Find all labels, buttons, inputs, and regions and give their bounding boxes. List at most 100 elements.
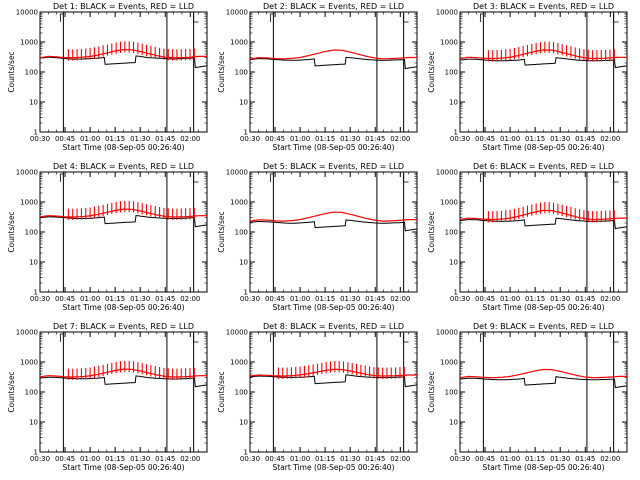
series-events-line: [250, 56, 417, 70]
x-tick-label: 01:15: [525, 135, 545, 143]
series-lld-line: [40, 208, 207, 218]
panel-det-4: Det 4: BLACK = Events, RED = LLD 1 10 100 10…: [7, 162, 208, 312]
y-tick-label: 10000: [226, 329, 248, 337]
y-tick-label: 1000: [230, 359, 248, 367]
x-tick-label: 01:45: [575, 135, 595, 143]
marker-flag: [613, 334, 619, 343]
x-tick-label: 01:15: [525, 455, 545, 463]
marker-flag: [269, 173, 274, 182]
panel-title: Det 8: BLACK = Events, RED = LLD: [263, 322, 404, 331]
x-tick-label: 01:45: [575, 455, 595, 463]
y-tick-label: 100: [235, 389, 248, 397]
marker-flag: [59, 173, 64, 182]
y-tick-label: 100: [235, 229, 248, 237]
x-tick-label: 00:45: [475, 135, 495, 143]
marker-flag: [193, 174, 199, 183]
x-tick-label: 02:00: [180, 295, 200, 303]
plot-data: [460, 41, 627, 69]
plot-frame: [249, 331, 418, 453]
x-tick-label: 00:30: [240, 295, 260, 303]
x-tick-label: 00:45: [55, 135, 75, 143]
marker-flag: [479, 173, 484, 182]
x-tick-label: 01:15: [315, 455, 335, 463]
plot-frame: [39, 331, 208, 453]
y-tick-label: 1000: [230, 39, 248, 47]
x-tick-label: 01:45: [155, 135, 175, 143]
plot-data: [250, 360, 417, 388]
plot-frame: [459, 11, 628, 133]
x-tick-label: 00:45: [265, 135, 285, 143]
x-tick-label: 01:15: [105, 455, 125, 463]
y-tick-label: 1: [244, 449, 248, 457]
x-tick-label: 00:45: [55, 455, 75, 463]
x-tick-label: 01:15: [315, 135, 335, 143]
panel-title: Det 7: BLACK = Events, RED = LLD: [53, 322, 194, 331]
plot-data: [250, 49, 417, 70]
series-lld-line: [460, 209, 627, 221]
x-tick-label: 00:30: [30, 455, 50, 463]
marker-flag: [59, 13, 64, 22]
x-tick-label: 01:00: [290, 135, 310, 143]
x-tick-label: 01:00: [80, 455, 100, 463]
marker-flag: [403, 14, 409, 23]
x-tick-label: 00:45: [475, 455, 495, 463]
x-tick-label: 01:45: [155, 455, 175, 463]
panel-det-5: Det 5: BLACK = Events, RED = LLD 1 10 100 10…: [217, 162, 418, 312]
y-axis-label: Counts/sec: [217, 51, 226, 92]
y-tick-label: 10: [239, 259, 248, 267]
x-tick-label: 00:30: [240, 135, 260, 143]
y-axis-label: Counts/sec: [7, 371, 16, 412]
x-tick-label: 02:00: [390, 135, 410, 143]
y-axis-label: Counts/sec: [7, 51, 16, 92]
y-axis-label: Counts/sec: [427, 371, 436, 412]
x-tick-label: 01:15: [105, 135, 125, 143]
x-tick-label: 01:00: [290, 295, 310, 303]
x-tick-label: 02:00: [390, 455, 410, 463]
x-tick-label: 01:45: [365, 295, 385, 303]
panel-title: Det 6: BLACK = Events, RED = LLD: [473, 162, 614, 171]
y-tick-label: 1000: [440, 39, 458, 47]
x-tick-label: 00:45: [55, 295, 75, 303]
plot-frame: [39, 11, 208, 133]
panel-det-6: Det 6: BLACK = Events, RED = LLD 1 10 100 10…: [427, 162, 628, 312]
x-tick-label: 00:30: [30, 135, 50, 143]
x-tick-label: 02:00: [600, 455, 620, 463]
x-axis-label: Start Time (08-Sep-05 00:26:40): [63, 143, 185, 152]
x-tick-label: 00:30: [450, 135, 470, 143]
x-tick-label: 01:45: [575, 295, 595, 303]
y-tick-label: 10: [449, 419, 458, 427]
y-tick-label: 100: [25, 69, 38, 77]
series-lld-line: [460, 368, 627, 379]
y-tick-label: 10: [29, 419, 38, 427]
series-lld-line: [40, 368, 207, 378]
series-events-line: [40, 375, 207, 388]
marker-flag: [403, 174, 409, 183]
marker-flag: [403, 334, 409, 343]
x-tick-label: 01:30: [340, 455, 360, 463]
marker-flag: [269, 13, 274, 22]
y-tick-label: 1: [454, 449, 458, 457]
series-events-line: [460, 376, 627, 389]
y-tick-label: 10: [239, 99, 248, 107]
x-tick-label: 00:30: [450, 455, 470, 463]
y-tick-label: 1000: [20, 39, 38, 47]
plot-frame: [459, 331, 628, 453]
y-tick-label: 10000: [436, 169, 458, 177]
x-tick-label: 02:00: [600, 295, 620, 303]
plot-data: [40, 41, 207, 69]
panel-title: Det 4: BLACK = Events, RED = LLD: [53, 162, 194, 171]
plot-data: [250, 211, 417, 232]
series-events-line: [460, 57, 627, 69]
x-tick-label: 01:00: [290, 455, 310, 463]
panel-title: Det 3: BLACK = Events, RED = LLD: [473, 2, 614, 11]
plot-data: [460, 202, 627, 230]
x-axis-label: Start Time (08-Sep-05 00:26:40): [483, 143, 605, 152]
y-tick-label: 10000: [226, 169, 248, 177]
marker-flag: [193, 14, 199, 23]
x-tick-label: 01:15: [105, 295, 125, 303]
x-axis-label: Start Time (08-Sep-05 00:26:40): [273, 463, 395, 472]
x-tick-label: 01:30: [550, 455, 570, 463]
x-tick-label: 01:00: [500, 135, 520, 143]
y-tick-label: 10000: [16, 9, 38, 17]
